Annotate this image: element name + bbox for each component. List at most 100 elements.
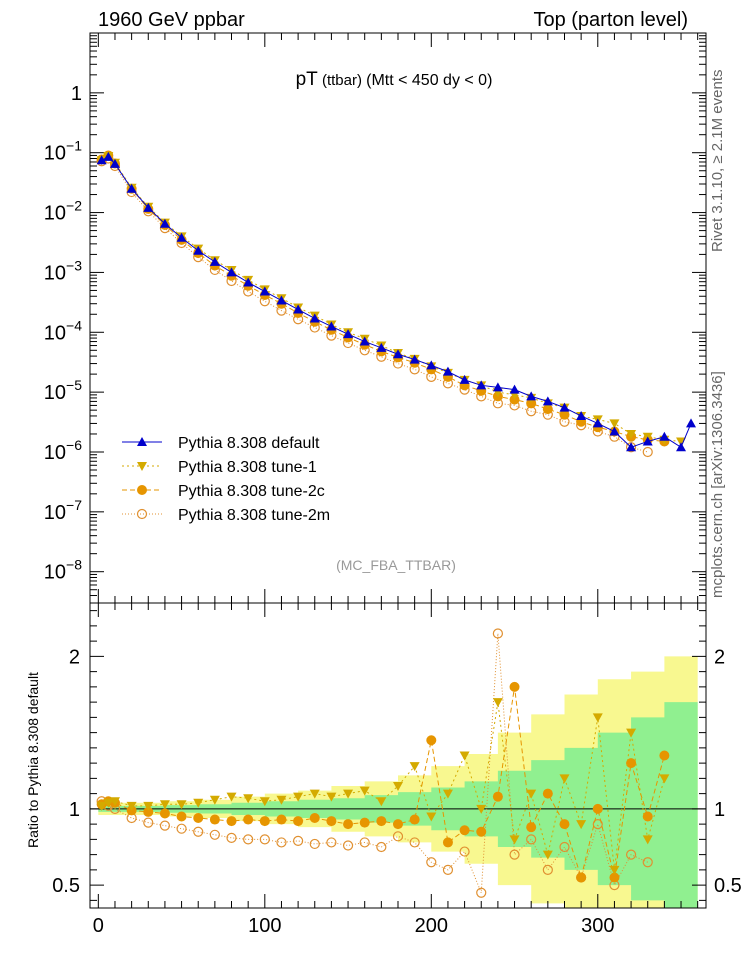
legend-marker xyxy=(137,462,147,471)
main-point xyxy=(103,151,114,161)
analysis-tag: (MC_FBA_TTBAR) xyxy=(336,557,456,573)
main-point xyxy=(526,391,537,401)
ratio-point xyxy=(459,846,470,857)
main-point xyxy=(676,442,687,452)
main-point xyxy=(686,418,697,428)
ratio-point xyxy=(96,801,107,811)
main-point xyxy=(459,374,470,384)
ratio-point xyxy=(343,789,354,799)
legend-label: Pythia 8.308 tune-2c xyxy=(178,483,325,500)
main-point xyxy=(109,158,120,168)
main-point xyxy=(143,202,154,212)
main-point xyxy=(96,155,107,165)
main-point xyxy=(259,286,270,296)
ratio-point xyxy=(376,841,387,853)
main-point xyxy=(226,267,237,277)
ratio-series-line xyxy=(101,702,665,870)
ratio-point xyxy=(409,837,420,848)
ratio-point xyxy=(409,814,420,825)
ratio-point xyxy=(626,758,637,769)
ratio-point xyxy=(293,816,304,827)
ratio-y-tick-label-right: 1 xyxy=(714,799,725,821)
main-point xyxy=(592,418,603,428)
ratio-point xyxy=(209,829,220,840)
ratio-point xyxy=(492,791,503,802)
ratio-point xyxy=(392,831,404,842)
main-point xyxy=(159,218,170,228)
main-point xyxy=(309,313,320,323)
ratio-point xyxy=(243,834,254,845)
ratio-point xyxy=(542,864,553,875)
main-point xyxy=(343,329,354,339)
ratio-point xyxy=(459,825,470,836)
main-point xyxy=(559,409,570,420)
plot-title: pT (ttbar) (Mtt < 450 dy < 0) xyxy=(296,69,493,90)
ratio-point xyxy=(442,789,453,799)
legend: Pythia 8.308 default Pythia 8.308 tune-1 P… xyxy=(122,435,330,524)
ratio-point xyxy=(376,816,387,827)
main-point xyxy=(193,245,204,255)
ratio-point xyxy=(159,820,171,831)
ratio-y-tick-label: 2 xyxy=(69,646,80,668)
ratio-point xyxy=(426,857,437,868)
y-tick-label: 10−6 xyxy=(44,437,82,464)
main-point xyxy=(642,446,653,458)
ratio-point xyxy=(193,798,204,808)
ratio-point xyxy=(526,789,537,799)
ratio-point xyxy=(293,792,304,802)
ratio-point xyxy=(659,774,670,784)
main-point xyxy=(476,380,487,390)
main-point xyxy=(393,349,403,359)
header-left: 1960 GeV ppbar xyxy=(98,9,245,31)
main-point xyxy=(509,384,520,394)
ratio-point xyxy=(559,774,570,784)
main-point xyxy=(276,295,287,305)
ratio-point xyxy=(276,837,287,848)
ratio-point xyxy=(492,698,503,708)
ratio-point xyxy=(193,813,204,824)
ratio-point xyxy=(442,837,453,848)
ratio-point xyxy=(259,834,270,845)
ratio-point xyxy=(592,803,603,814)
main-point xyxy=(559,402,570,412)
ratio-series-line xyxy=(101,633,648,893)
y-tick-label: 10−1 xyxy=(44,138,82,165)
ratio-point xyxy=(426,812,437,822)
ratio-point xyxy=(193,826,204,837)
ratio-point xyxy=(226,832,237,843)
main-point xyxy=(609,426,620,436)
ratio-y-tick-label-right: 2 xyxy=(714,646,725,668)
ratio-panel: 0.5 0.5 1 1 2 2 0 100 200 300 xyxy=(52,602,742,937)
ratio-point xyxy=(359,837,370,848)
ratio-point xyxy=(359,817,370,828)
main-point xyxy=(642,436,653,446)
ratio-point xyxy=(626,728,637,738)
main-point xyxy=(526,398,537,409)
y-tick-label: 10−7 xyxy=(44,497,82,524)
ratio-point xyxy=(476,887,487,898)
main-point xyxy=(359,336,370,346)
ratio-point xyxy=(103,798,114,808)
ratio-point xyxy=(526,834,537,845)
ratio-point xyxy=(609,865,620,875)
main-point xyxy=(609,419,620,429)
y-tick-label: 10−3 xyxy=(44,257,82,284)
main-panel: 10−8 10−7 10−6 10−5 10−4 10−3 10−2 10−1 1 xyxy=(44,32,707,604)
main-point xyxy=(659,431,670,441)
x-tick-label: 100 xyxy=(248,915,281,937)
plot-title-main: pT xyxy=(296,69,319,90)
main-point xyxy=(376,342,387,352)
ratio-point xyxy=(509,849,520,860)
ratio-y-axis-label: Ratio to Pythia 8.308 default xyxy=(25,672,41,848)
ratio-point xyxy=(642,811,653,822)
ratio-point xyxy=(176,800,187,810)
main-point xyxy=(243,277,254,287)
ratio-point xyxy=(625,849,637,860)
legend-marker xyxy=(137,437,147,446)
ratio-point xyxy=(442,864,454,875)
plot-title-sub: (ttbar) xyxy=(318,72,366,89)
ratio-point xyxy=(576,820,587,830)
ratio-point xyxy=(409,762,420,772)
ratio-point xyxy=(476,804,487,814)
ratio-point xyxy=(592,713,603,723)
